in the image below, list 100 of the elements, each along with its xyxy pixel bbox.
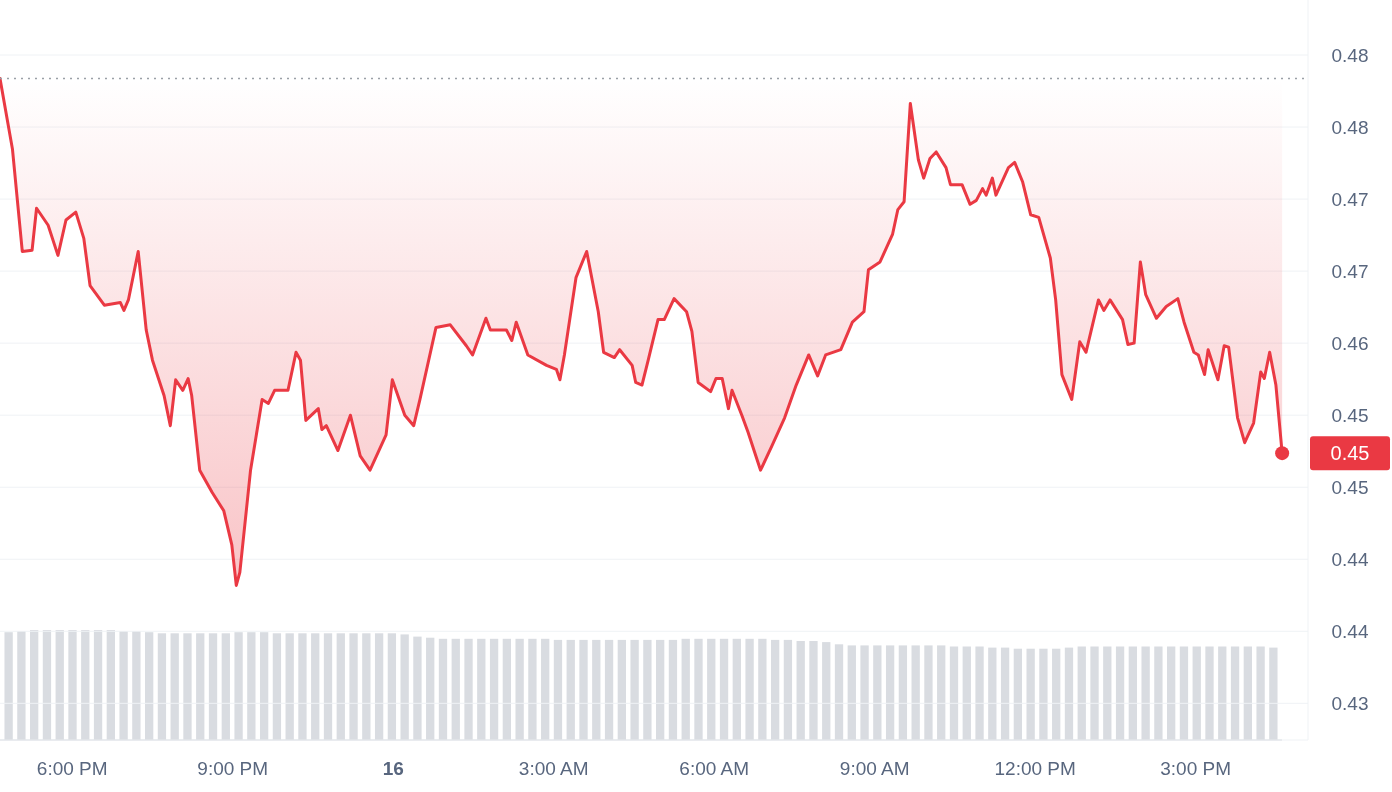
bar xyxy=(1256,646,1265,740)
bar xyxy=(758,638,767,740)
bar xyxy=(311,633,320,740)
bar xyxy=(426,637,435,740)
x-tick-label: 9:00 AM xyxy=(839,757,910,779)
bar xyxy=(1167,646,1176,740)
bar xyxy=(681,638,690,740)
bar xyxy=(515,638,524,740)
bar xyxy=(579,639,588,740)
bar xyxy=(924,645,933,740)
bar xyxy=(1128,646,1137,740)
y-tick-label: 0.45 xyxy=(1331,476,1369,498)
bar xyxy=(17,631,26,740)
bar xyxy=(298,633,307,740)
bar xyxy=(362,633,371,740)
bar xyxy=(528,638,537,740)
bar xyxy=(132,631,141,740)
bar xyxy=(553,639,563,740)
bar xyxy=(145,632,154,740)
bar xyxy=(234,632,243,740)
bar xyxy=(809,641,818,740)
bar xyxy=(81,630,90,740)
y-tick-label: 0.46 xyxy=(1331,332,1369,354)
bar xyxy=(1243,646,1252,740)
bar xyxy=(55,630,64,740)
bar xyxy=(502,638,512,740)
bar xyxy=(1000,647,1010,740)
bar xyxy=(885,645,895,740)
bar xyxy=(119,631,128,740)
bar xyxy=(1103,646,1112,740)
bar xyxy=(592,639,601,740)
bar xyxy=(847,645,856,740)
x-tick-label: 3:00 AM xyxy=(518,757,589,779)
bar xyxy=(1115,646,1125,740)
bar xyxy=(247,632,256,740)
bar xyxy=(732,638,741,740)
bar xyxy=(400,634,409,740)
bar xyxy=(719,638,729,740)
y-tick-label: 0.47 xyxy=(1331,188,1369,210)
bar xyxy=(937,645,946,740)
bar xyxy=(477,638,486,740)
bar xyxy=(1064,647,1074,740)
x-tick-label: 16 xyxy=(382,757,404,779)
bar xyxy=(221,633,230,740)
bar xyxy=(988,647,997,740)
bar xyxy=(196,633,205,740)
bar xyxy=(1026,648,1035,740)
y-tick-label: 0.48 xyxy=(1331,116,1369,138)
bar xyxy=(349,633,358,740)
bar xyxy=(707,638,716,740)
bar xyxy=(464,638,473,740)
x-tick-label: 6:00 AM xyxy=(679,757,750,779)
bar xyxy=(617,639,626,740)
y-tick-label: 0.44 xyxy=(1331,548,1369,570)
bar xyxy=(323,633,333,740)
bar xyxy=(949,646,959,740)
y-tick-label: 0.45 xyxy=(1331,404,1369,426)
bar xyxy=(1013,648,1023,740)
bar xyxy=(975,646,984,740)
bar xyxy=(489,638,499,740)
bar xyxy=(272,633,282,740)
bar xyxy=(451,638,460,740)
bar xyxy=(796,641,805,740)
bar xyxy=(1154,646,1163,740)
bar xyxy=(962,646,971,740)
bar xyxy=(834,644,844,740)
bar xyxy=(259,632,269,740)
bar xyxy=(208,633,218,740)
bar xyxy=(541,638,550,740)
bar xyxy=(1052,648,1061,740)
bar xyxy=(413,636,422,740)
x-tick-label: 12:00 PM xyxy=(994,757,1076,779)
y-tick-label: 0.47 xyxy=(1331,260,1369,282)
bar xyxy=(566,639,575,740)
bar xyxy=(656,639,665,740)
bar xyxy=(1269,647,1278,740)
bar xyxy=(4,632,13,740)
bar xyxy=(604,639,614,740)
bar xyxy=(1205,646,1214,740)
bar xyxy=(745,638,754,740)
bar xyxy=(783,639,793,740)
bar xyxy=(387,633,397,740)
bar xyxy=(374,633,384,740)
bar xyxy=(68,630,77,740)
bar xyxy=(898,645,908,740)
x-tick-label: 9:00 PM xyxy=(197,757,269,779)
bar xyxy=(1090,646,1099,740)
bar xyxy=(438,638,448,740)
bar xyxy=(1218,646,1227,740)
bar xyxy=(1039,648,1048,740)
bar xyxy=(1179,646,1189,740)
bar xyxy=(630,639,639,740)
bar xyxy=(860,645,869,740)
bar xyxy=(183,633,192,740)
bar xyxy=(42,630,52,740)
bar xyxy=(285,633,294,740)
bar xyxy=(1141,646,1150,740)
y-tick-label: 0.48 xyxy=(1331,44,1369,66)
bar xyxy=(911,645,920,740)
bar xyxy=(643,639,652,740)
